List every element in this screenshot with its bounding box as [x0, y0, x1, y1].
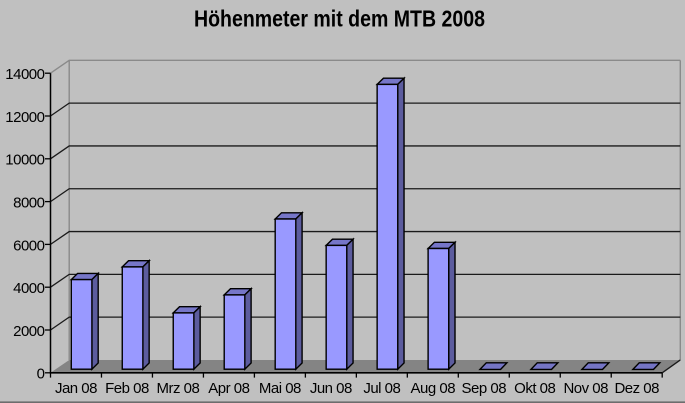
svg-text:Mrz 08: Mrz 08	[157, 380, 200, 397]
svg-text:0: 0	[37, 366, 45, 383]
svg-text:Jul 08: Jul 08	[363, 380, 400, 397]
svg-text:Feb 08: Feb 08	[105, 380, 149, 397]
svg-text:Mai 08: Mai 08	[259, 380, 301, 397]
svg-text:Apr 08: Apr 08	[208, 380, 249, 397]
svg-text:Höhenmeter mit dem MTB 2008: Höhenmeter mit dem MTB 2008	[194, 5, 485, 31]
svg-text:Dez 08: Dez 08	[614, 380, 659, 397]
svg-text:4000: 4000	[13, 280, 45, 297]
svg-text:Sep 08: Sep 08	[462, 380, 507, 397]
svg-text:10000: 10000	[5, 152, 44, 169]
svg-text:Nov 08: Nov 08	[563, 380, 608, 397]
svg-text:Okt 08: Okt 08	[514, 380, 555, 397]
svg-text:Jun 08: Jun 08	[310, 380, 352, 397]
svg-text:12000: 12000	[5, 109, 44, 126]
svg-text:2000: 2000	[13, 323, 45, 340]
svg-text:6000: 6000	[13, 237, 45, 254]
svg-text:8000: 8000	[13, 195, 45, 212]
svg-text:Aug 08: Aug 08	[411, 380, 456, 397]
svg-text:Jan 08: Jan 08	[55, 380, 97, 397]
svg-text:14000: 14000	[5, 66, 44, 83]
